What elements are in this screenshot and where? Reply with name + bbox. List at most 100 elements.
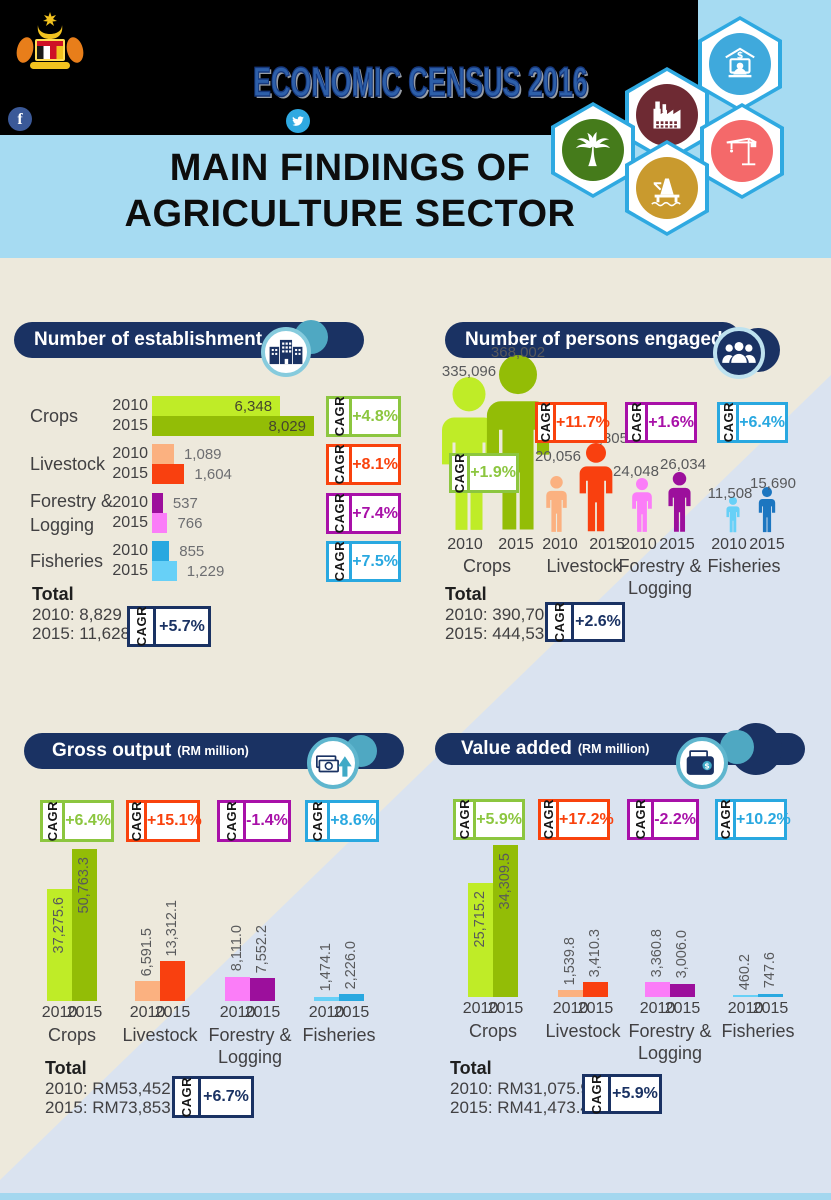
- cagr-label: CAGR: [538, 402, 553, 443]
- year-label: 2015: [154, 1004, 191, 1021]
- cagr-value: +8.6%: [330, 812, 376, 829]
- total-2015: 2015: 11,628: [32, 624, 130, 643]
- twitter-icon[interactable]: [286, 109, 310, 133]
- bar-2010-crops: [152, 396, 281, 416]
- bar-2010-forestry: [152, 493, 163, 513]
- page-title-line2: AGRICULTURE SECTOR: [124, 192, 576, 235]
- bar-2015-forestry: [670, 983, 695, 997]
- category-label-livestock: Livestock: [546, 556, 622, 576]
- cagr-label-cell: CAGR: [452, 452, 471, 494]
- year-label: 2015: [749, 536, 785, 553]
- cagr-box-livestock: CAGR +8.1%: [326, 444, 401, 485]
- total-2010: 2010: RM31,075.9: [450, 1079, 590, 1098]
- cagr-box-livestock: CAGR +15.1%: [126, 800, 202, 842]
- year-label: 2015: [487, 1000, 524, 1017]
- cagr-label-cell: CAGR: [329, 444, 353, 485]
- total-2015: 2015: 444,531: [445, 624, 554, 643]
- year-label: 2015: [589, 536, 625, 553]
- category-label-forestry: Logging: [217, 1047, 283, 1067]
- year-label: 2015: [244, 1004, 281, 1021]
- cagr-label: CAGR: [457, 799, 473, 840]
- cagr-label: CAGR: [718, 799, 733, 840]
- total-heading: Total: [32, 584, 74, 604]
- cagr-value: +1.6%: [648, 413, 694, 431]
- cagr-label: CAGR: [552, 601, 567, 643]
- bar-value: 1,089: [183, 446, 222, 463]
- cagr-value: +8.1%: [352, 455, 398, 473]
- person-icon-2015-fisheries: [757, 487, 777, 533]
- oil-rig-icon: [636, 157, 698, 219]
- panel-number-of-establishment: Number of establishment Crops 2010 6,348 20…: [12, 318, 416, 664]
- panel-title-text: Number of persons engaged: [465, 329, 723, 350]
- bar-value: 6,348: [234, 398, 273, 415]
- year-label: 2010: [219, 1004, 256, 1021]
- total-cagr-value: +5.7%: [159, 617, 205, 635]
- bar-2015-livestock: [160, 961, 185, 1001]
- total-2010: 2010: 390,708: [445, 605, 554, 624]
- category-label-livestock: Livestock: [545, 1021, 621, 1041]
- year-label: 2015: [112, 417, 148, 434]
- person-icon-2015-forestry: [666, 472, 693, 533]
- panel-number-of-persons-engaged: Number of persons engaged 335,096 2010 368…: [432, 318, 831, 664]
- category-label-fisheries: Fisheries: [30, 551, 104, 571]
- year-label: 2010: [639, 1000, 676, 1017]
- page-title-line1: MAIN FINDINGS OF: [169, 147, 531, 189]
- panel-title-unit: (RM million): [177, 744, 249, 758]
- cagr-value: +7.4%: [352, 504, 398, 522]
- year-label: 2015: [112, 465, 148, 482]
- services-money-icon: $: [709, 33, 771, 95]
- cagr-label-cell: CAGR: [220, 801, 246, 841]
- facebook-icon[interactable]: f: [8, 107, 32, 131]
- cagr-value: +11.7%: [556, 413, 610, 431]
- year-label: 2015: [659, 536, 695, 553]
- category-label-crops: Crops: [47, 1025, 97, 1045]
- bar-value: 3,360.8: [648, 928, 665, 978]
- cagr-label-cell: CAGR: [308, 801, 331, 841]
- total-heading: Total: [45, 1058, 87, 1078]
- year-label: 2010: [727, 1000, 764, 1017]
- person-icon-2015-livestock: [576, 443, 616, 533]
- total-cagr-box: CAGR +5.7%: [127, 606, 211, 647]
- panel-title-text: Number of establishment: [34, 329, 263, 350]
- cagr-label: CAGR: [331, 493, 347, 534]
- cagr-value: +1.9%: [470, 464, 516, 481]
- page-title: MAIN FINDINGS OF AGRICULTURE SECTOR: [10, 146, 690, 237]
- panel-title-persons: Number of persons engaged: [445, 322, 741, 358]
- cagr-label-cell: CAGR: [129, 801, 147, 841]
- cagr-value: +6.4%: [739, 413, 785, 431]
- cagr-box-fisheries: CAGR +10.2%: [715, 799, 791, 840]
- footer-strip: [0, 1193, 831, 1200]
- person-value: 20,056: [535, 448, 581, 465]
- bar-value: 766: [177, 515, 203, 532]
- year-label: 2015: [66, 1004, 103, 1021]
- cagr-label: CAGR: [452, 452, 468, 494]
- total-cagr-value: +5.9%: [612, 1085, 658, 1102]
- bar-value: 2,226.0: [342, 940, 359, 990]
- bar-value: 3,410.3: [586, 928, 603, 977]
- sector-hexagon: [625, 140, 709, 236]
- cagr-label-cell: CAGR: [718, 799, 736, 840]
- category-label-forestry: Logging: [637, 1043, 703, 1063]
- people-group-icon: [713, 327, 765, 379]
- category-label-fisheries: Fisheries: [721, 1021, 795, 1041]
- person-icon-2010-forestry: [630, 478, 654, 533]
- cagr-label: CAGR: [541, 799, 556, 840]
- bar-value: 37,275.6: [50, 897, 67, 954]
- money-up-arrow-icon: [307, 737, 359, 789]
- person-value: 26,034: [660, 456, 706, 473]
- bar-2010-livestock: [152, 444, 174, 464]
- sector-hexagon: [700, 103, 784, 199]
- category-label-forestry: Forestry &: [618, 556, 702, 576]
- cagr-box-crops: CAGR +5.9%: [453, 799, 525, 840]
- panel-value-added: Value added (RM million) $ 25,715.2 2010 3…: [432, 723, 831, 1140]
- cagr-label-cell: CAGR: [43, 801, 66, 841]
- cagr-label: CAGR: [331, 541, 347, 582]
- bar-value: 747.6: [761, 952, 778, 989]
- bar-2010-forestry: [225, 976, 250, 1001]
- census-title: ECONOMIC CENSUS 2016: [253, 57, 589, 106]
- panel-title-text: Gross output: [52, 740, 172, 761]
- cagr-value: +15.1%: [147, 812, 202, 829]
- cagr-box-crops: CAGR +6.4%: [40, 800, 114, 842]
- cagr-label-cell: CAGR: [456, 799, 477, 840]
- bar-value: 3,006.0: [673, 930, 690, 979]
